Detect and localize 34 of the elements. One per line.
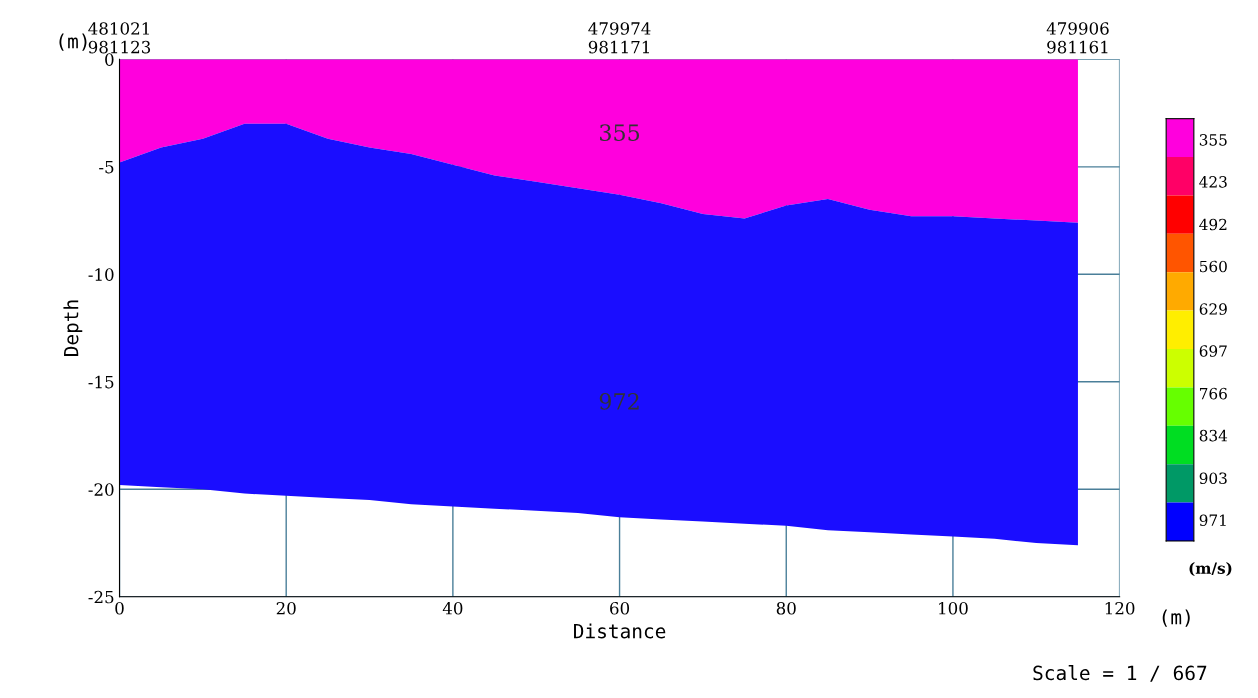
y-axis-title: Depth (63, 300, 83, 357)
color-bar-label: 629 (1199, 303, 1227, 315)
color-bar-label: 697 (1199, 345, 1227, 357)
x-tick-label: 100 (939, 601, 968, 615)
color-bar-label: 903 (1199, 472, 1227, 484)
x-tick-label: 120 (1105, 601, 1135, 615)
text: (m) (1162, 609, 1190, 627)
y-tick-label: 0 (105, 53, 114, 66)
text: 481021 981123 (88, 22, 151, 54)
annotation: 355 (600, 124, 640, 142)
text: (m) (59, 33, 87, 51)
text: 479974 981171 (588, 22, 651, 54)
x-tick-label: 0 (115, 601, 124, 615)
x-tick-label: 80 (776, 601, 796, 615)
color-bar-label: 492 (1199, 218, 1227, 231)
x-tick-label: 20 (276, 601, 296, 615)
color-bar-label: 834 (1199, 429, 1228, 442)
x-axis-title: Distance (574, 623, 666, 639)
color-bar-label: 971 (1199, 514, 1226, 526)
text: Scale = 1 / 667 (1033, 665, 1207, 682)
color-bar-label: 766 (1199, 387, 1227, 400)
x-tick-label: 60 (610, 601, 630, 615)
y-tick-label: -10 (88, 268, 114, 281)
color-bar-label: 423 (1199, 176, 1227, 188)
y-tick-label: -25 (88, 590, 114, 604)
color-bar-title: (m/s) (1189, 562, 1232, 577)
x-tick-label: 40 (442, 601, 463, 615)
color-bar-label: 355 (1199, 134, 1227, 146)
y-tick-label: -15 (88, 375, 114, 389)
y-tick-label: -20 (88, 483, 114, 496)
y-tick-label: -5 (99, 161, 114, 174)
annotation: 972 (599, 392, 639, 410)
color-bar-label: 560 (1200, 260, 1227, 273)
text: 479906 981161 (1046, 22, 1109, 54)
